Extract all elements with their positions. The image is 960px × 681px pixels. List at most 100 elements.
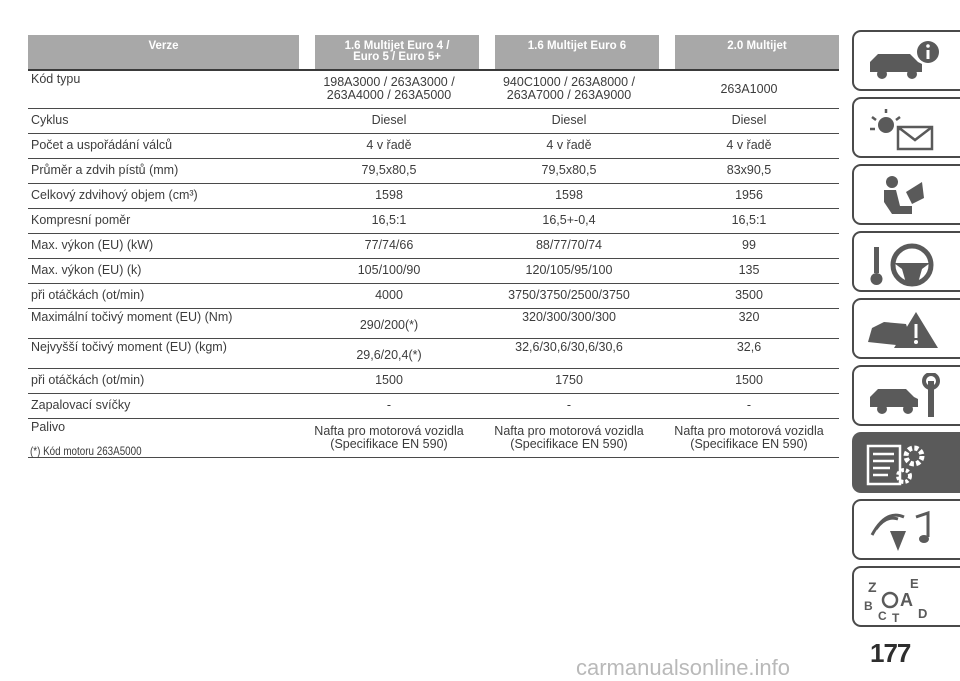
value-cell: - [659, 393, 839, 419]
svg-text:T: T [892, 611, 900, 622]
value-line: Diesel [551, 113, 587, 127]
value-cell: 32,6 [659, 338, 839, 369]
table-row: Cyklus Diesel Diesel Diesel [28, 108, 839, 134]
value-cell: 940C1000 / 263A8000 /263A7000 / 263A9000 [479, 69, 659, 109]
value-cell: 1500 [299, 368, 479, 394]
value-cell: 120/105/95/100 [479, 258, 659, 284]
footnote: (*) Kód motoru 263A5000 [30, 444, 142, 458]
tab-index[interactable]: Z E B C T D A [852, 566, 960, 627]
radio-music-icon [870, 510, 930, 551]
value-line: - [386, 398, 392, 412]
car-wrench-icon [870, 373, 940, 417]
tab-technical-specs[interactable] [852, 432, 960, 493]
alphabet-index-icon: Z E B C T D A [864, 576, 927, 622]
specs-gear-icon [866, 444, 925, 486]
tab-maintenance[interactable] [852, 365, 960, 426]
svg-text:B: B [864, 599, 873, 613]
value-cell: 4 v řadě [659, 133, 839, 159]
value-line: 120/105/95/100 [525, 263, 613, 277]
table-row: Kód typu 198A3000 / 263A3000 /263A4000 / … [28, 69, 839, 109]
value-cell: 290/200(*) [299, 308, 479, 339]
table-row: Počet a uspořádání válců 4 v řadě 4 v řadě… [28, 133, 839, 159]
table-row: Maximální točivý moment (EU) (Nm) 290/200… [28, 308, 839, 339]
svg-text:D: D [918, 606, 927, 621]
value-line: 79,5x80,5 [361, 163, 417, 177]
car-info-icon [870, 41, 939, 79]
value-line: Diesel [371, 113, 407, 127]
engine-spec-table: Verze 1.6 Multijet Euro 4 /Euro 5 / Euro… [28, 35, 839, 458]
svg-text:C: C [878, 609, 887, 622]
header-text-line: 1.6 Multijet Euro 6 [527, 40, 627, 52]
header-1-6-multijet-euro6: 1.6 Multijet Euro 6 [479, 35, 659, 70]
row-label: Kód typu [28, 69, 299, 109]
value-cell: 4 v řadě [479, 133, 659, 159]
value-line: 1750 [555, 373, 583, 387]
value-line: 88/77/70/74 [535, 238, 603, 252]
value-line: 320/300/300/300 [522, 310, 616, 324]
watermark: carmanualsonline.info [576, 655, 791, 680]
tab-starting-driving[interactable] [852, 231, 960, 292]
value-line: (Specifikace EN 590) [510, 436, 628, 451]
table-row: Průměr a zdvih pístů (mm) 79,5x80,5 79,5x8… [28, 158, 839, 184]
row-label: Průměr a zdvih pístů (mm) [28, 158, 299, 184]
row-label: Kompresní poměr [28, 208, 299, 234]
header-text-line: Euro 5 / Euro 5+ [353, 51, 441, 63]
tab-safety[interactable] [852, 164, 960, 225]
tab-car-info[interactable] [852, 30, 960, 91]
value-cell: - [299, 393, 479, 419]
value-line: 940C1000 / 263A8000 / [502, 75, 636, 89]
value-cell: 1956 [659, 183, 839, 209]
table-row: Max. výkon (EU) (kW) 77/74/66 88/77/70/74 9… [28, 233, 839, 259]
value-line: 99 [742, 238, 756, 252]
value-cell: Diesel [479, 108, 659, 134]
tab-emergency[interactable] [852, 298, 960, 359]
value-cell: - [479, 393, 659, 419]
page-number: 177 [870, 638, 911, 668]
svg-text:E: E [910, 576, 919, 591]
value-line: 263A7000 / 263A9000 [506, 88, 632, 102]
value-cell: 198A3000 / 263A3000 /263A4000 / 263A5000 [299, 69, 479, 109]
value-line: 3500 [735, 288, 763, 302]
value-cell: 1598 [299, 183, 479, 209]
value-cell: 88/77/70/74 [479, 233, 659, 259]
value-line: 4 v řadě [546, 138, 592, 152]
table-row: Nejvyšší točivý moment (EU) (kgm) 29,6/20… [28, 338, 839, 369]
table-row: při otáčkách (ot/min) 1500 1750 1500 [28, 368, 839, 394]
value-line: 32,6 [736, 340, 762, 354]
svg-text:A: A [900, 590, 913, 610]
value-cell: Diesel [299, 108, 479, 134]
row-label: Maximální točivý moment (EU) (Nm) [28, 308, 299, 339]
svg-text:Z: Z [868, 579, 877, 595]
value-line: 4000 [375, 288, 403, 302]
value-line: 135 [738, 263, 760, 277]
value-line: 16,5+-0,4 [542, 213, 596, 227]
header-2-0-multijet: 2.0 Multijet [659, 35, 839, 70]
value-line: 32,6/30,6/30,6/30,6 [515, 340, 623, 354]
value-line: 1598 [555, 188, 583, 202]
tab-warning-lights[interactable] [852, 97, 960, 158]
value-line: 1500 [375, 373, 403, 387]
value-line: 1598 [375, 188, 403, 202]
value-cell: 1598 [479, 183, 659, 209]
value-line: 1500 [735, 373, 763, 387]
value-cell: 320/300/300/300 [479, 308, 659, 339]
value-cell: 3750/3750/2500/3750 [479, 283, 659, 309]
key-steering-wheel-icon [870, 243, 934, 287]
row-label: Palivo [28, 418, 299, 458]
value-cell: 99 [659, 233, 839, 259]
value-line: 3750/3750/2500/3750 [508, 288, 630, 302]
header-1-6-multijet-euro4-5: 1.6 Multijet Euro 4 /Euro 5 / Euro 5+ [299, 35, 479, 70]
value-line: 105/100/90 [357, 263, 421, 277]
value-cell: Nafta pro motorová vozidla (Specifikace E… [659, 418, 839, 458]
value-cell: 16,5:1 [659, 208, 839, 234]
value-cell: 135 [659, 258, 839, 284]
tab-multimedia[interactable] [852, 499, 960, 560]
value-cell: 1500 [659, 368, 839, 394]
table-header-row: Verze 1.6 Multijet Euro 4 /Euro 5 / Euro… [28, 35, 839, 70]
row-label: Max. výkon (EU) (kW) [28, 233, 299, 259]
value-line: 290/200(*) [359, 318, 419, 332]
row-label: Max. výkon (EU) (k) [28, 258, 299, 284]
value-cell: Diesel [659, 108, 839, 134]
value-cell: 32,6/30,6/30,6/30,6 [479, 338, 659, 369]
row-label: Celkový zdvihový objem (cm³) [28, 183, 299, 209]
